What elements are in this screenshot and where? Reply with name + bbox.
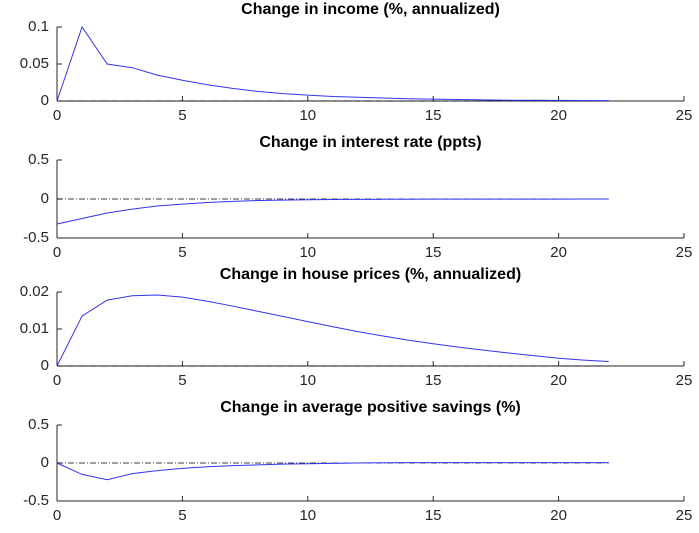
y-tick-label: 0 xyxy=(41,92,49,109)
x-tick-label: 0 xyxy=(53,244,61,261)
x-tick-label: 10 xyxy=(299,107,316,124)
subplot-title: Change in income (%, annualized) xyxy=(241,1,500,18)
x-tick-label: 5 xyxy=(178,244,186,261)
x-tick-label: 15 xyxy=(425,244,442,261)
data-line xyxy=(56,294,609,367)
y-tick-label: -0.5 xyxy=(23,492,49,509)
y-tick-label: 0 xyxy=(41,454,49,471)
y-tick-label: 0.1 xyxy=(28,18,49,35)
x-tick-label: 0 xyxy=(53,507,61,524)
x-tick-label: 5 xyxy=(178,507,186,524)
subplot-title: Change in average positive savings (%) xyxy=(220,399,521,416)
x-tick-label: 25 xyxy=(676,507,693,524)
y-tick-label: 0 xyxy=(41,190,49,207)
y-tick-label: 0.02 xyxy=(20,283,49,300)
x-tick-label: 10 xyxy=(299,507,316,524)
data-line xyxy=(56,198,609,225)
y-tick-label: 0 xyxy=(41,357,49,374)
x-tick-label: 20 xyxy=(550,107,567,124)
x-tick-label: 20 xyxy=(550,507,567,524)
y-tick-label: 0.5 xyxy=(28,151,49,168)
x-tick-label: 25 xyxy=(676,244,693,261)
x-tick-label: 15 xyxy=(425,507,442,524)
x-tick-label: 0 xyxy=(53,107,61,124)
y-tick-label: 0.05 xyxy=(20,55,49,72)
x-tick-label: 25 xyxy=(676,372,693,389)
y-tick-label: 0.01 xyxy=(20,320,49,337)
x-tick-label: 5 xyxy=(178,107,186,124)
x-tick-label: 0 xyxy=(53,372,61,389)
y-tick-label: -0.5 xyxy=(23,229,49,246)
x-tick-label: 15 xyxy=(425,372,442,389)
x-tick-label: 20 xyxy=(550,244,567,261)
y-tick-label: 0.5 xyxy=(28,416,49,433)
data-line xyxy=(56,25,609,102)
x-tick-label: 15 xyxy=(425,107,442,124)
subplot-title: Change in house prices (%, annualized) xyxy=(220,266,521,283)
x-tick-label: 20 xyxy=(550,372,567,389)
data-line xyxy=(56,462,609,481)
x-tick-label: 5 xyxy=(178,372,186,389)
x-tick-label: 10 xyxy=(299,244,316,261)
x-tick-label: 25 xyxy=(676,107,693,124)
subplot-title: Change in interest rate (ppts) xyxy=(259,134,481,151)
x-tick-label: 10 xyxy=(299,372,316,389)
